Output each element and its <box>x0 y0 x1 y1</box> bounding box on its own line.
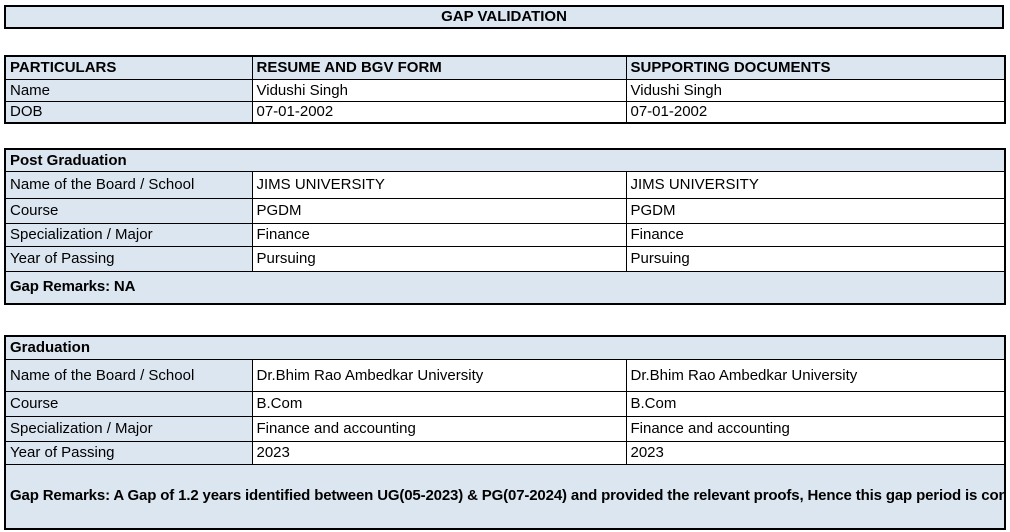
section-heading-row: Post Graduation <box>4 148 1006 172</box>
gap-remarks-graduation: Gap Remarks: A Gap of 1.2 years identifi… <box>4 463 1006 530</box>
table-row-board-school: Name of the Board / School Dr.Bhim Rao A… <box>4 358 1006 392</box>
header-cell-particulars: PARTICULARS <box>4 55 253 80</box>
supporting-value-specialization: Finance <box>625 222 1006 247</box>
resume-value-course: PGDM <box>251 197 627 224</box>
row-label-board-school: Name of the Board / School <box>4 358 253 392</box>
supporting-value-year-of-passing: 2023 <box>625 440 1006 465</box>
gap-remarks-row: Gap Remarks: NA <box>4 270 1006 305</box>
supporting-value-year-of-passing: Pursuing <box>625 245 1006 272</box>
table-row-year-of-passing: Year of Passing Pursuing Pursuing <box>4 245 1006 272</box>
info-header-row: PARTICULARS RESUME AND BGV FORM SUPPORTI… <box>4 55 1006 80</box>
resume-value-board-school: JIMS UNIVERSITY <box>251 170 627 199</box>
resume-value-year-of-passing: Pursuing <box>251 245 627 272</box>
supporting-value-course: B.Com <box>625 390 1006 417</box>
graduation-table: Graduation Name of the Board / School Dr… <box>4 335 1007 530</box>
row-label-year-of-passing: Year of Passing <box>4 440 253 465</box>
row-label-name: Name <box>4 78 253 102</box>
row-label-course: Course <box>4 197 253 224</box>
header-cell-supporting-docs: SUPPORTING DOCUMENTS <box>625 55 1006 80</box>
resume-value-specialization: Finance <box>251 222 627 247</box>
gap-remarks-post-graduation: Gap Remarks: NA <box>4 270 1006 305</box>
supporting-value-specialization: Finance and accounting <box>625 415 1006 442</box>
candidate-info-table: PARTICULARS RESUME AND BGV FORM SUPPORTI… <box>4 55 1006 124</box>
section-heading-row: Graduation <box>4 335 1006 360</box>
supporting-value-dob: 07-01-2002 <box>625 100 1006 124</box>
resume-value-year-of-passing: 2023 <box>251 440 627 465</box>
table-row-board-school: Name of the Board / School JIMS UNIVERSI… <box>4 170 1006 199</box>
table-row-dob: DOB 07-01-2002 07-01-2002 <box>4 100 1006 124</box>
table-row-course: Course PGDM PGDM <box>4 197 1006 224</box>
section-heading-post-graduation: Post Graduation <box>4 148 1006 172</box>
resume-value-dob: 07-01-2002 <box>251 100 627 124</box>
gap-remarks-row: Gap Remarks: A Gap of 1.2 years identifi… <box>4 463 1006 530</box>
supporting-value-board-school: Dr.Bhim Rao Ambedkar University <box>625 358 1006 392</box>
supporting-value-course: PGDM <box>625 197 1006 224</box>
row-label-specialization: Specialization / Major <box>4 222 253 247</box>
table-row-name: Name Vidushi Singh Vidushi Singh <box>4 78 1006 102</box>
supporting-value-board-school: JIMS UNIVERSITY <box>625 170 1006 199</box>
row-label-course: Course <box>4 390 253 417</box>
section-heading-graduation: Graduation <box>4 335 1006 360</box>
page-title: GAP VALIDATION <box>4 5 1004 29</box>
row-label-dob: DOB <box>4 100 253 124</box>
row-label-board-school: Name of the Board / School <box>4 170 253 199</box>
table-row-specialization: Specialization / Major Finance and accou… <box>4 415 1006 442</box>
resume-value-course: B.Com <box>251 390 627 417</box>
table-row-year-of-passing: Year of Passing 2023 2023 <box>4 440 1006 465</box>
post-graduation-table: Post Graduation Name of the Board / Scho… <box>4 148 1007 305</box>
supporting-value-name: Vidushi Singh <box>625 78 1006 102</box>
resume-value-name: Vidushi Singh <box>251 78 627 102</box>
resume-value-board-school: Dr.Bhim Rao Ambedkar University <box>251 358 627 392</box>
table-row-course: Course B.Com B.Com <box>4 390 1006 417</box>
row-label-specialization: Specialization / Major <box>4 415 253 442</box>
row-label-year-of-passing: Year of Passing <box>4 245 253 272</box>
header-cell-resume-bgv: RESUME AND BGV FORM <box>251 55 627 80</box>
resume-value-specialization: Finance and accounting <box>251 415 627 442</box>
table-row-specialization: Specialization / Major Finance Finance <box>4 222 1006 247</box>
